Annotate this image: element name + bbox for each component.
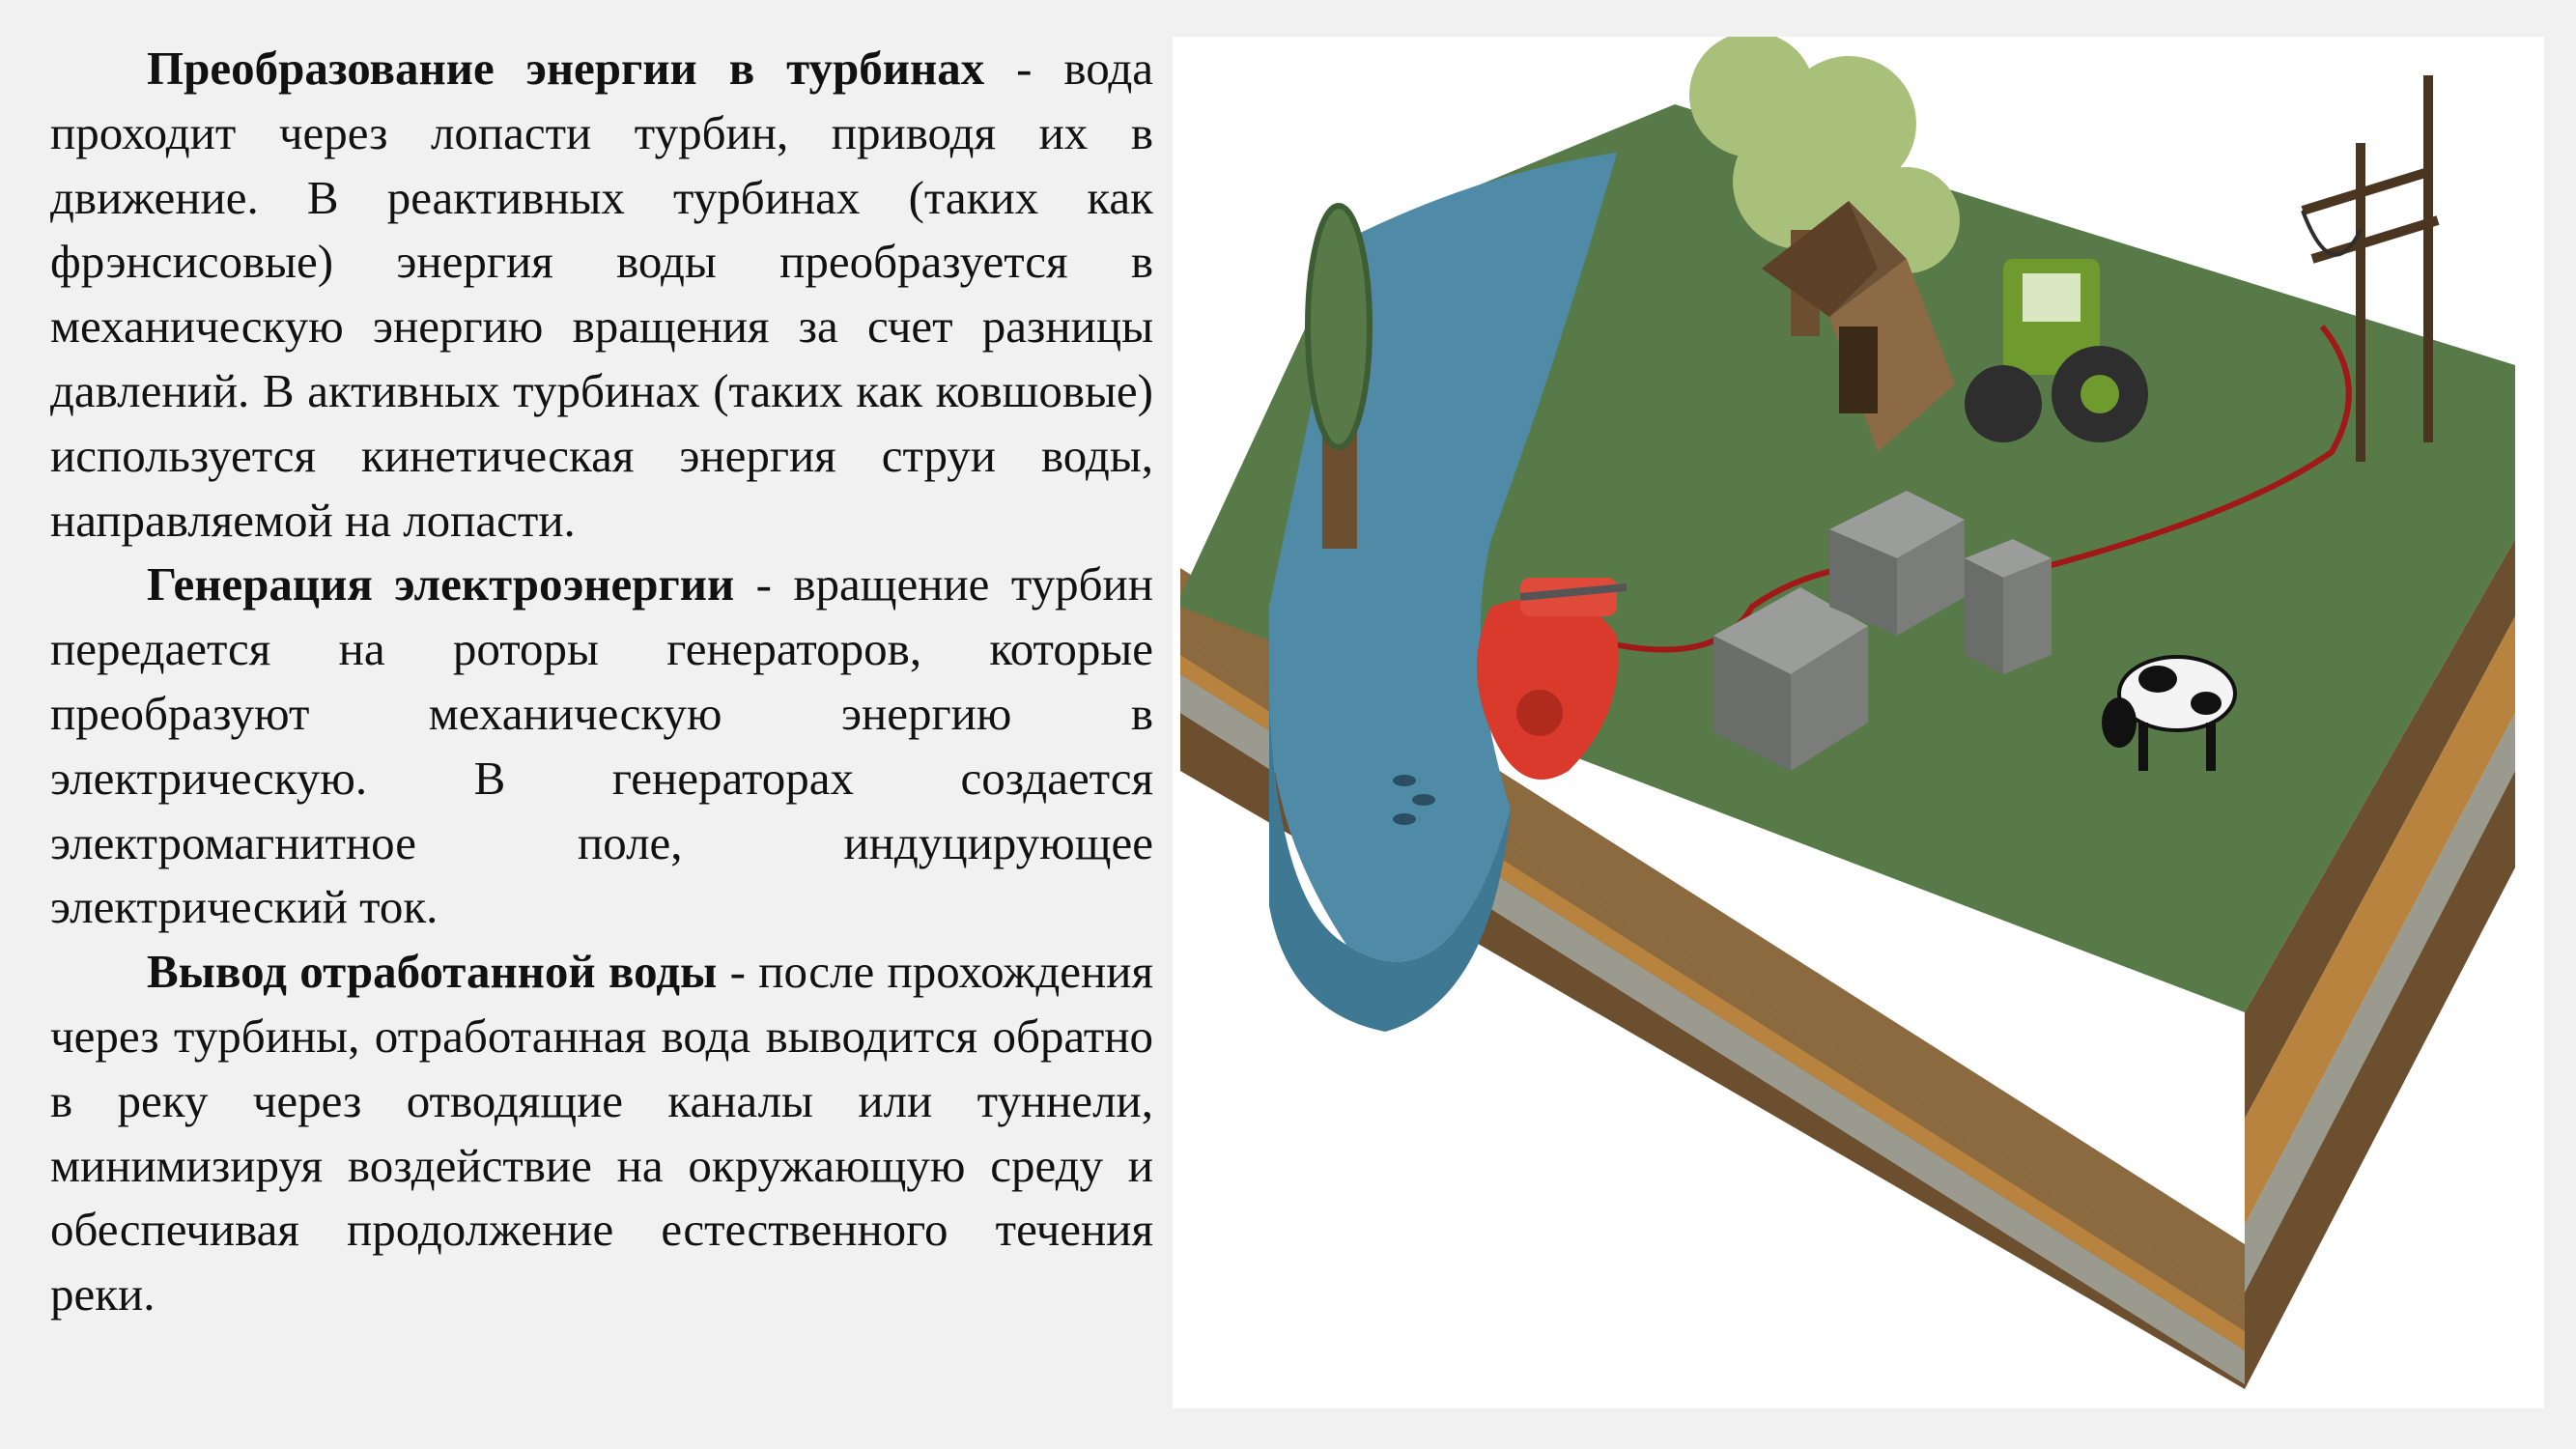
paragraph-water-outlet: Вывод отработанной воды - после прохожде… [50, 940, 1153, 1327]
tractor-icon [1965, 259, 2148, 442]
tree-icon [1305, 203, 1373, 549]
generator-box-icon [1713, 587, 1868, 771]
paragraph-heading: Вывод отработанной воды [147, 945, 718, 999]
paragraph-heading: Генерация электроэнергии [147, 557, 735, 611]
paragraph-body: - после прохождения через турбины, отраб… [50, 945, 1153, 1321]
paragraph-power-generation: Генерация электроэнергии - вращение турб… [50, 553, 1153, 940]
hydro-illustration [1173, 37, 2544, 1408]
text-column: Преобразование энергии в турбинах - вода… [50, 37, 1153, 1327]
illustration-svg [1180, 37, 2515, 1389]
house-icon [1762, 201, 1955, 452]
turbine-icon [1477, 578, 1628, 780]
power-pole-icon [2301, 75, 2440, 462]
cow-icon [2102, 655, 2237, 771]
battery-icon [1965, 539, 2052, 674]
paragraph-body: - вода проходит через лопасти турбин, пр… [50, 42, 1153, 547]
fish-icon [1393, 775, 1435, 825]
generator-box-icon [1829, 491, 1965, 636]
soil-layers-right [2245, 539, 2515, 1389]
paragraph-heading: Преобразование энергии в турбинах [147, 42, 985, 95]
paragraph-body: - вращение турбин передается на роторы г… [50, 557, 1153, 934]
paragraph-turbine-conversion: Преобразование энергии в турбинах - вода… [50, 37, 1153, 553]
